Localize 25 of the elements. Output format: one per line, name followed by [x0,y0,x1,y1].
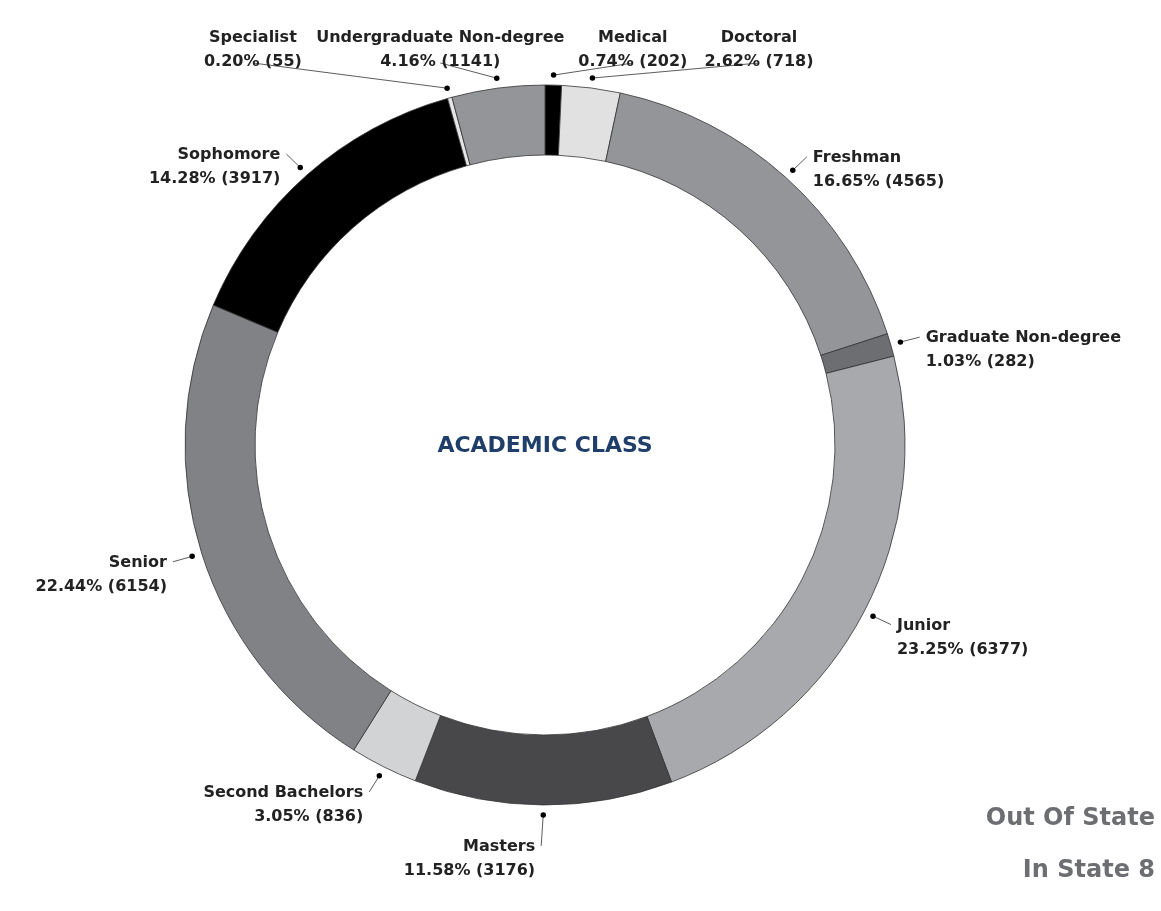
slice-label: Doctoral [720,27,798,46]
text: ACADEMIC CLASS [437,432,653,457]
data-label: 23.25% (6377) [896,638,1029,658]
data-label: 3.05% (836) [254,805,364,825]
slice-label: Graduate Non-degree [925,327,1122,347]
data-label: 0.74% (202) [578,51,688,70]
text: In State 8 [1022,855,1155,883]
data-label: 14.28% (3917) [148,168,281,188]
data-label: 11.58% (3176) [403,859,536,879]
slice-label: Specialist [209,27,298,46]
slice-label: Junior [895,614,951,634]
data-label: 4.16% (1141) [380,51,501,70]
data-label: 0.20% (55) [203,51,302,70]
data-label: 2.62% (718) [704,51,814,70]
data-label: 22.44% (6154) [35,575,167,595]
data-label: 16.65% (4565) [812,170,945,190]
slice-label: Masters [463,835,536,855]
slice-label: Freshman [812,146,902,166]
text: Out Of State [985,803,1155,831]
slice-label: Senior [108,551,168,571]
slice-label: Second Bachelors [203,781,364,801]
slice-label: Medical [598,27,668,46]
slice-label: Undergraduate Non-degree [316,27,565,46]
slice-label: Sophomore [177,144,281,164]
data-label: 1.03% (282) [925,351,1035,371]
